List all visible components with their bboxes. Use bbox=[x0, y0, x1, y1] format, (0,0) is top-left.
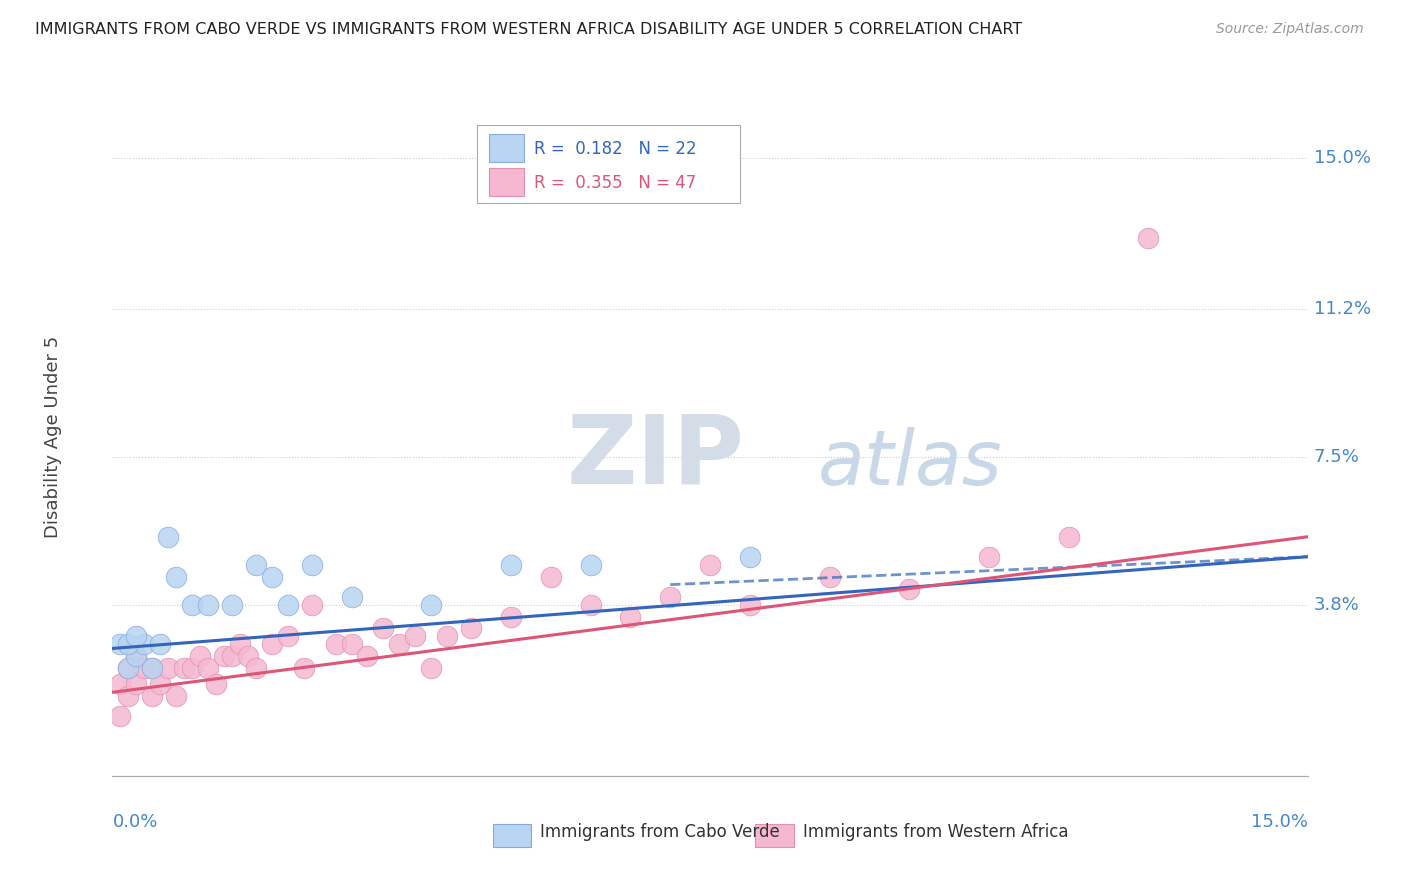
Point bbox=[388, 637, 411, 651]
Point bbox=[205, 677, 228, 691]
Point bbox=[110, 709, 132, 723]
Point bbox=[1057, 530, 1080, 544]
Point bbox=[236, 649, 259, 664]
Text: 7.5%: 7.5% bbox=[1313, 448, 1360, 466]
Text: IMMIGRANTS FROM CABO VERDE VS IMMIGRANTS FROM WESTERN AFRICA DISABILITY AGE UNDE: IMMIGRANTS FROM CABO VERDE VS IMMIGRANTS… bbox=[35, 22, 1022, 37]
Point bbox=[125, 649, 148, 664]
Point bbox=[141, 661, 163, 675]
Point bbox=[292, 661, 315, 675]
Point bbox=[181, 661, 204, 675]
Point bbox=[404, 630, 426, 644]
Point bbox=[1137, 230, 1160, 244]
Point bbox=[197, 598, 219, 612]
Point bbox=[898, 582, 921, 596]
Point bbox=[738, 598, 761, 612]
Point bbox=[260, 569, 283, 583]
Text: 15.0%: 15.0% bbox=[1313, 149, 1371, 167]
Text: Immigrants from Western Africa: Immigrants from Western Africa bbox=[803, 823, 1069, 841]
Point bbox=[260, 637, 283, 651]
Point bbox=[301, 598, 323, 612]
Text: Immigrants from Cabo Verde: Immigrants from Cabo Verde bbox=[540, 823, 780, 841]
FancyBboxPatch shape bbox=[477, 125, 740, 203]
Point bbox=[117, 690, 139, 704]
Point bbox=[117, 661, 139, 675]
FancyBboxPatch shape bbox=[489, 168, 523, 195]
Point bbox=[245, 661, 267, 675]
Point bbox=[141, 661, 163, 675]
FancyBboxPatch shape bbox=[489, 134, 523, 161]
Point bbox=[125, 630, 148, 644]
Point bbox=[197, 661, 219, 675]
Point bbox=[540, 569, 562, 583]
Text: 15.0%: 15.0% bbox=[1250, 814, 1308, 831]
Point bbox=[212, 649, 235, 664]
Point bbox=[499, 558, 522, 572]
Point bbox=[157, 661, 180, 675]
Point bbox=[173, 661, 195, 675]
Text: Source: ZipAtlas.com: Source: ZipAtlas.com bbox=[1216, 22, 1364, 37]
Text: R =  0.182   N = 22: R = 0.182 N = 22 bbox=[534, 140, 697, 158]
Point bbox=[699, 558, 721, 572]
Text: ZIP: ZIP bbox=[567, 411, 745, 504]
Text: 11.2%: 11.2% bbox=[1313, 301, 1371, 318]
Point bbox=[579, 558, 602, 572]
Point bbox=[301, 558, 323, 572]
Point bbox=[117, 661, 139, 675]
Point bbox=[325, 637, 347, 651]
Point bbox=[738, 549, 761, 564]
FancyBboxPatch shape bbox=[492, 824, 531, 847]
Text: 3.8%: 3.8% bbox=[1313, 596, 1360, 614]
Point bbox=[277, 630, 299, 644]
Point bbox=[977, 549, 1000, 564]
Point bbox=[110, 677, 132, 691]
Point bbox=[110, 637, 132, 651]
Point bbox=[499, 609, 522, 624]
Point bbox=[149, 677, 172, 691]
Point bbox=[373, 622, 395, 636]
Point bbox=[165, 569, 187, 583]
Text: 0.0%: 0.0% bbox=[112, 814, 157, 831]
Point bbox=[221, 649, 243, 664]
Point bbox=[420, 661, 443, 675]
Point bbox=[619, 609, 641, 624]
Point bbox=[420, 598, 443, 612]
Point bbox=[245, 558, 267, 572]
Point bbox=[340, 637, 363, 651]
Point bbox=[277, 598, 299, 612]
Point bbox=[157, 530, 180, 544]
Point bbox=[134, 637, 156, 651]
Point bbox=[579, 598, 602, 612]
Point bbox=[659, 590, 682, 604]
Point bbox=[436, 630, 458, 644]
Text: atlas: atlas bbox=[818, 427, 1002, 501]
Point bbox=[149, 637, 172, 651]
Point bbox=[188, 649, 211, 664]
Point bbox=[818, 569, 841, 583]
Point bbox=[141, 690, 163, 704]
Point bbox=[181, 598, 204, 612]
Text: Disability Age Under 5: Disability Age Under 5 bbox=[44, 336, 62, 538]
Point bbox=[117, 637, 139, 651]
Point bbox=[134, 661, 156, 675]
Point bbox=[460, 622, 482, 636]
Text: R =  0.355   N = 47: R = 0.355 N = 47 bbox=[534, 174, 696, 192]
FancyBboxPatch shape bbox=[755, 824, 794, 847]
Point bbox=[229, 637, 252, 651]
Point bbox=[165, 690, 187, 704]
Point bbox=[125, 677, 148, 691]
Point bbox=[125, 649, 148, 664]
Point bbox=[340, 590, 363, 604]
Point bbox=[221, 598, 243, 612]
Point bbox=[356, 649, 378, 664]
